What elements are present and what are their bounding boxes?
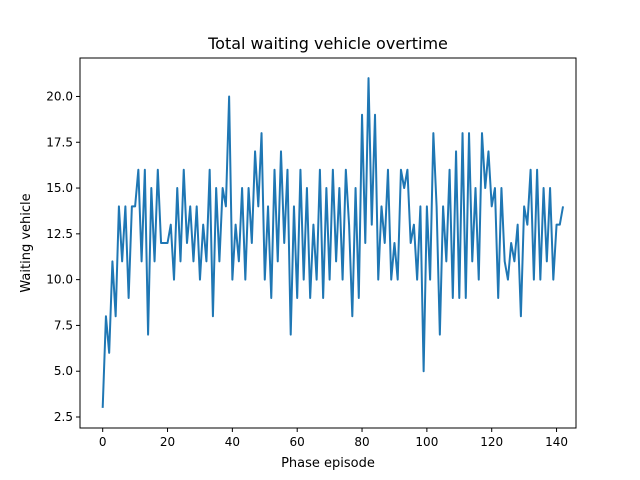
x-tick-label: 0 xyxy=(99,435,107,449)
chart-title: Total waiting vehicle overtime xyxy=(207,34,448,53)
y-axis-label: Waiting vehicle xyxy=(19,193,34,292)
x-tick-label: 120 xyxy=(480,435,503,449)
y-tick-label: 17.5 xyxy=(46,135,73,149)
y-tick-label: 7.5 xyxy=(54,318,73,332)
x-axis-label: Phase episode xyxy=(281,456,375,471)
y-tick-label: 5.0 xyxy=(54,364,73,378)
x-axis: 0 20 40 60 80 100 120 140 xyxy=(99,428,568,449)
plot-frame xyxy=(79,57,577,429)
x-tick-label: 100 xyxy=(415,435,438,449)
x-tick-label: 140 xyxy=(545,435,568,449)
y-tick-label: 20.0 xyxy=(46,89,73,103)
y-tick-label: 15.0 xyxy=(46,181,73,195)
x-tick-label: 80 xyxy=(354,435,369,449)
y-tick-label: 10.0 xyxy=(46,273,73,287)
y-axis: 2.5 5.0 7.5 10.0 12.5 15.0 17.5 20.0 xyxy=(46,89,80,424)
x-tick-label: 40 xyxy=(225,435,240,449)
y-tick-label: 12.5 xyxy=(46,227,73,241)
series-line-0 xyxy=(101,77,565,408)
y-tick-label: 2.5 xyxy=(54,410,73,424)
x-tick-label: 60 xyxy=(290,435,305,449)
x-tick-label: 20 xyxy=(160,435,175,449)
